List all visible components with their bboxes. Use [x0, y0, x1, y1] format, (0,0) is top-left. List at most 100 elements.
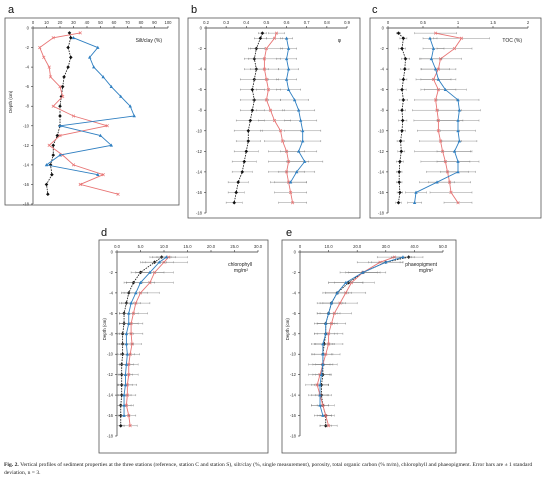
- data-point: [324, 331, 328, 336]
- y-tick-label: -2: [109, 270, 113, 275]
- data-point: [244, 149, 249, 154]
- x-axis-unit-label: mg/m²: [234, 268, 249, 274]
- x-tick-label: 0.6: [284, 20, 290, 25]
- y-axis-label: Depth (cm): [8, 90, 13, 113]
- data-point: [398, 190, 402, 195]
- y-tick-label: -4: [198, 67, 202, 72]
- data-point: [123, 383, 128, 387]
- data-point: [397, 170, 401, 174]
- data-point: [98, 133, 103, 137]
- data-point: [67, 31, 72, 35]
- data-point: [401, 77, 406, 82]
- x-tick-label: 70: [125, 20, 130, 25]
- series-line-reference: [321, 256, 409, 426]
- data-point: [398, 139, 403, 143]
- x-tick-label: 60: [112, 20, 117, 25]
- data-point: [51, 153, 56, 157]
- data-point: [262, 57, 267, 61]
- data-point: [321, 352, 325, 356]
- data-point: [246, 139, 251, 143]
- data-point: [58, 104, 62, 109]
- x-tick-label: 0.3: [223, 20, 229, 25]
- data-point: [286, 87, 291, 91]
- data-point: [272, 36, 277, 40]
- caption-text: Vertical profiles of sediment properties…: [4, 462, 533, 476]
- data-point: [431, 46, 436, 50]
- data-point: [148, 270, 152, 274]
- panel-frame: [369, 17, 542, 219]
- y-tick-label: -2: [292, 270, 296, 275]
- x-axis-label: φ: [338, 38, 342, 44]
- x-tick-label: 0: [32, 20, 35, 25]
- data-point: [303, 159, 307, 163]
- data-point: [128, 104, 132, 108]
- y-tick-label: -10: [196, 128, 203, 133]
- data-point: [66, 45, 70, 50]
- data-point: [47, 143, 51, 147]
- series-station_s: [405, 36, 481, 205]
- x-tick-label: 20.0: [353, 244, 362, 249]
- data-point: [258, 36, 263, 41]
- x-tick-label: 50.0: [439, 244, 448, 249]
- x-tick-label: 30.0: [382, 244, 391, 249]
- x-axis-label: chlorophyll: [228, 262, 252, 268]
- data-point: [101, 173, 105, 177]
- data-point: [324, 321, 328, 325]
- x-tick-label: 10: [44, 20, 49, 25]
- data-point: [384, 260, 388, 264]
- data-point: [51, 104, 55, 108]
- data-point: [292, 98, 297, 102]
- data-point: [400, 108, 404, 113]
- data-point: [318, 393, 322, 397]
- y-tick-label: -14: [290, 393, 297, 398]
- x-tick-label: 15.0: [183, 244, 192, 249]
- data-point: [290, 201, 295, 205]
- y-tick-label: -6: [109, 311, 113, 316]
- series-line-station_c: [39, 32, 119, 195]
- y-tick-label: -8: [380, 108, 384, 113]
- y-tick-label: -2: [198, 46, 202, 51]
- data-point: [101, 75, 105, 79]
- data-point: [264, 46, 269, 51]
- data-point: [66, 65, 70, 69]
- data-point: [294, 170, 299, 174]
- data-point: [116, 192, 120, 196]
- data-point: [335, 291, 339, 295]
- data-point: [129, 301, 133, 305]
- data-point: [51, 143, 56, 148]
- data-point: [61, 94, 65, 99]
- data-point: [122, 413, 126, 417]
- data-point: [128, 424, 132, 428]
- y-tick-label: -2: [380, 46, 384, 51]
- data-point: [124, 362, 129, 366]
- x-tick-label: 80: [139, 20, 144, 25]
- data-point: [262, 67, 267, 71]
- data-point: [260, 31, 265, 35]
- x-tick-label: 50: [98, 20, 103, 25]
- y-tick-label: -12: [23, 143, 30, 148]
- x-tick-label: 100: [165, 20, 173, 25]
- y-tick-label: -18: [290, 434, 297, 439]
- data-point: [438, 139, 443, 143]
- x-axis-unit-label: mg/m²: [419, 268, 434, 274]
- data-point: [248, 118, 253, 123]
- data-point: [138, 280, 143, 284]
- data-point: [71, 163, 76, 167]
- data-point: [296, 149, 301, 153]
- data-point: [118, 423, 123, 428]
- y-tick-label: -8: [109, 331, 113, 336]
- data-point: [71, 114, 76, 118]
- data-point: [60, 84, 65, 89]
- data-point: [286, 67, 291, 71]
- data-point: [288, 180, 293, 184]
- x-tick-label: 0.0: [114, 244, 120, 249]
- data-point: [457, 108, 462, 112]
- data-point: [44, 163, 49, 167]
- y-axis-label: Depth (cm): [285, 318, 290, 341]
- data-point: [268, 108, 273, 112]
- y-tick-label: -4: [25, 65, 29, 70]
- data-point: [69, 55, 73, 60]
- data-point: [127, 311, 131, 315]
